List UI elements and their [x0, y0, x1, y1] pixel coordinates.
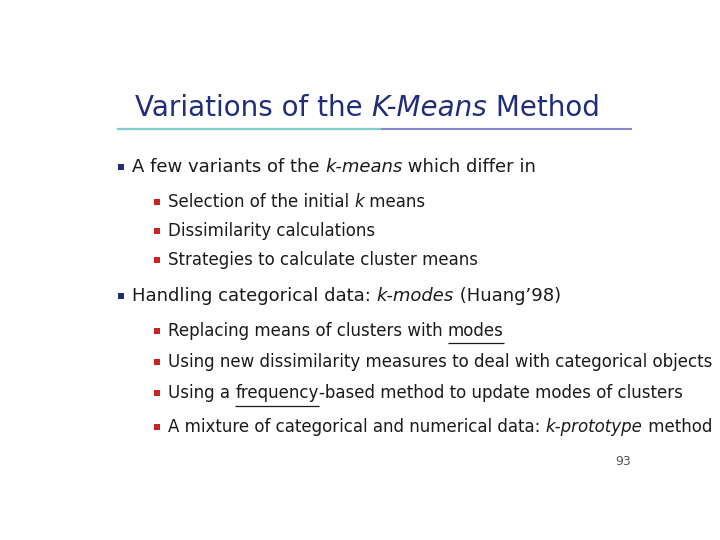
- Text: Variations of the: Variations of the: [135, 94, 371, 123]
- Text: k-prototype: k-prototype: [546, 417, 643, 436]
- Text: (Huang’98): (Huang’98): [454, 287, 561, 305]
- Text: Handling categorical data:: Handling categorical data:: [132, 287, 377, 305]
- Text: k-modes: k-modes: [377, 287, 454, 305]
- Text: Using new dissimilarity measures to deal with categorical objects: Using new dissimilarity measures to deal…: [168, 353, 713, 371]
- Text: modes: modes: [448, 322, 504, 340]
- Text: means: means: [364, 193, 426, 211]
- Text: 93: 93: [616, 455, 631, 468]
- Text: Strategies to calculate cluster means: Strategies to calculate cluster means: [168, 251, 478, 269]
- Text: k-means: k-means: [325, 158, 402, 176]
- Text: A few variants of the: A few variants of the: [132, 158, 325, 176]
- Text: A mixture of categorical and numerical data:: A mixture of categorical and numerical d…: [168, 417, 546, 436]
- Text: K-Means: K-Means: [371, 94, 487, 123]
- Text: frequency: frequency: [235, 384, 319, 402]
- Text: Method: Method: [487, 94, 600, 123]
- Text: Dissimilarity calculations: Dissimilarity calculations: [168, 222, 375, 240]
- Text: method: method: [643, 417, 712, 436]
- Text: Using a: Using a: [168, 384, 235, 402]
- Text: k: k: [354, 193, 364, 211]
- Text: -based method to update modes of clusters: -based method to update modes of cluster…: [319, 384, 683, 402]
- Text: which differ in: which differ in: [402, 158, 536, 176]
- Text: Selection of the initial: Selection of the initial: [168, 193, 354, 211]
- Text: Replacing means of clusters with: Replacing means of clusters with: [168, 322, 448, 340]
